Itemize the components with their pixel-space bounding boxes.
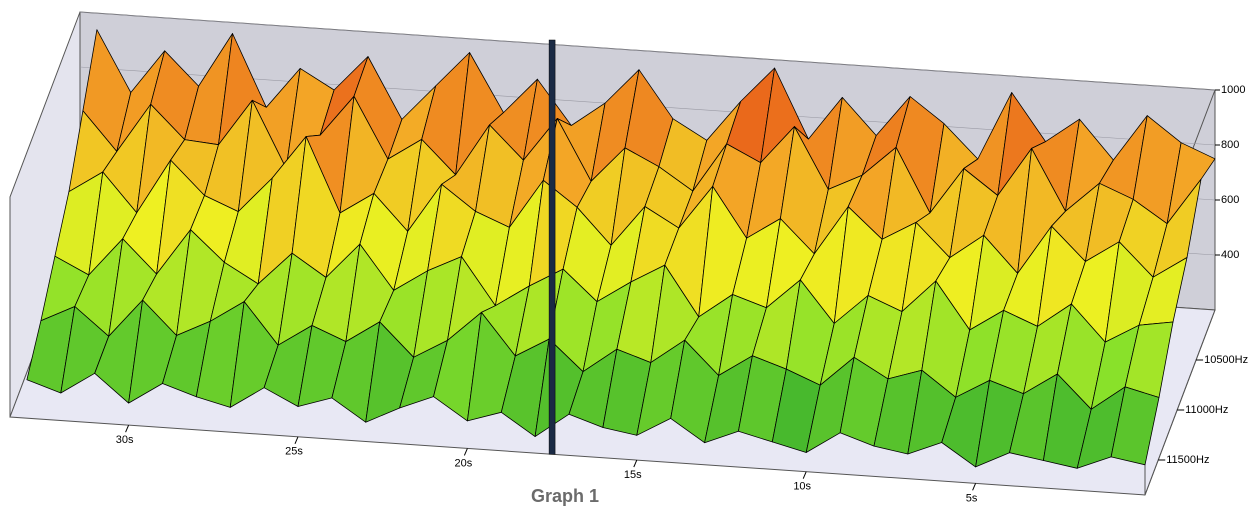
x-tick <box>463 448 468 456</box>
cursor <box>548 39 556 455</box>
z-tick-label: 600 <box>1221 194 1239 206</box>
z-tick-label: 800 <box>1221 139 1239 151</box>
z-tick-label: 400 <box>1221 249 1239 261</box>
x-tick-label: 10s <box>793 481 811 493</box>
x-tick <box>125 424 130 433</box>
x-tick-label: 15s <box>624 469 642 481</box>
z-tick-label: 1000 <box>1221 84 1245 96</box>
x-tick <box>294 436 299 444</box>
x-tick-label: 5s <box>966 492 978 504</box>
y-tick-label: 11500Hz <box>1166 454 1209 466</box>
x-tick-label: 25s <box>285 446 303 458</box>
x-tick <box>972 483 977 491</box>
y-tick-label: 10500Hz <box>1204 354 1248 366</box>
overlay: 400 600 800 1000 30s 25s 20s 15s 10s 5s 10500Hz 110… <box>116 39 1248 504</box>
x-tick <box>633 459 638 468</box>
x-tick <box>802 471 807 479</box>
y-tick-label: 11000Hz <box>1185 404 1228 416</box>
chart-title: Graph 1 <box>531 486 599 506</box>
grid-line <box>79 11 1216 91</box>
x-tick-label: 30s <box>116 434 134 446</box>
x-tick-label: 20s <box>455 457 473 469</box>
surface-cell <box>1110 386 1160 466</box>
surface <box>26 29 1216 469</box>
